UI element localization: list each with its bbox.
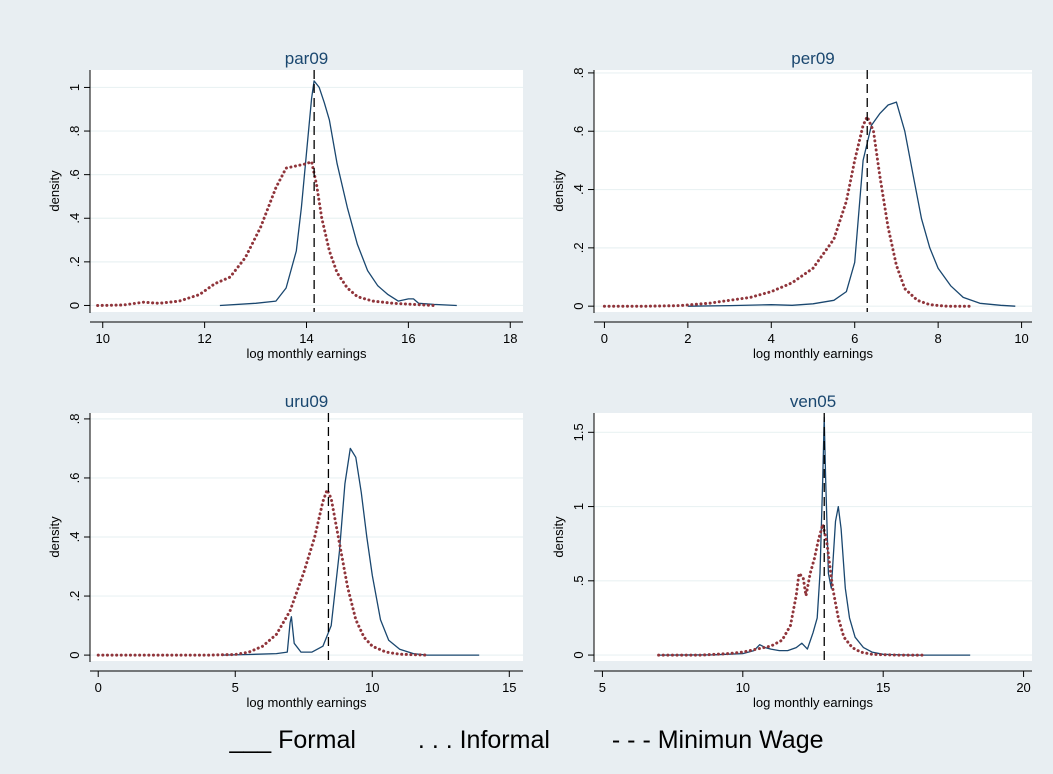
panel-title: uru09	[285, 392, 328, 411]
x-tick-label: 5	[232, 680, 239, 695]
y-tick-label: .4	[67, 213, 82, 224]
y-tick-label: .2	[571, 242, 586, 253]
legend-formal: ___ Formal	[229, 725, 356, 754]
series-line-formal	[687, 101, 1016, 307]
x-tick-label: 20	[1016, 680, 1030, 695]
panel-title: ven05	[790, 392, 836, 411]
y-axis-title: density	[551, 516, 566, 558]
x-tick-label: 16	[401, 331, 415, 346]
y-tick-label: .8	[67, 126, 82, 137]
y-tick-label: .2	[67, 591, 82, 602]
x-axis-title: log monthly earnings	[247, 695, 367, 710]
x-tick-label: 4	[768, 331, 775, 346]
y-tick-label: .6	[67, 169, 82, 180]
legend-minimum-wage: - - - Minimun Wage	[611, 725, 824, 754]
panel-title: par09	[285, 49, 328, 68]
x-tick-label: 10	[1014, 331, 1028, 346]
x-tick-label: 10	[365, 680, 379, 695]
y-tick-label: 0	[571, 303, 586, 310]
legend-informal: . . . Informal	[417, 725, 550, 754]
x-tick-label: 0	[95, 680, 102, 695]
x-tick-label: 2	[684, 331, 691, 346]
x-tick-label: 10	[96, 331, 110, 346]
x-axis-title: log monthly earnings	[753, 695, 873, 710]
y-tick-label: .2	[67, 256, 82, 267]
y-axis-title: density	[551, 170, 566, 212]
series-line-informal	[657, 522, 927, 657]
series-line-formal	[219, 80, 457, 307]
panel-title: per09	[791, 49, 834, 68]
series-line-informal	[96, 488, 429, 657]
series-line-informal	[602, 115, 973, 308]
y-tick-label: .8	[571, 67, 586, 78]
y-tick-label: 0	[67, 302, 82, 309]
x-tick-label: 12	[197, 331, 211, 346]
y-tick-label: .8	[67, 413, 82, 424]
plot-area	[90, 70, 523, 312]
x-axis-title: log monthly earnings	[247, 346, 367, 361]
y-tick-label: .6	[571, 126, 586, 137]
x-tick-label: 8	[935, 331, 942, 346]
y-tick-label: 1.5	[571, 423, 586, 441]
x-tick-label: 0	[601, 331, 608, 346]
legend: ___ Formal . . . Informal - - - Minimun …	[0, 720, 1053, 760]
y-tick-label: 0	[67, 651, 82, 658]
series-line-informal	[96, 160, 436, 307]
panel-ven05: 0 .5 1 1.5 5 10 15 20 log monthly earnings densit…	[551, 392, 1032, 710]
x-axis-title: log monthly earnings	[753, 346, 873, 361]
x-tick-label: 6	[851, 331, 858, 346]
x-tick-label: 18	[503, 331, 517, 346]
panel-uru09: 0 .2 .4 .6 .8 0 5 10 15 log monthly earnings densi…	[47, 392, 523, 710]
plot-area	[594, 413, 1032, 661]
y-tick-label: 1	[67, 84, 82, 91]
y-tick-label: 0	[571, 651, 586, 658]
y-tick-label: .5	[571, 575, 586, 586]
panel-par09: 0 .2 .4 .6 .8 1 10 12 14 16 18 log monthly earnings…	[47, 49, 523, 361]
x-tick-label: 5	[599, 680, 606, 695]
panel-per09: 0 .2 .4 .6 .8 0 2 4 6 8 10 log monthly earnings dens…	[551, 49, 1032, 361]
y-axis-title: density	[47, 516, 62, 558]
x-tick-label: 14	[299, 331, 313, 346]
y-tick-label: .4	[67, 532, 82, 543]
plot-area	[594, 70, 1032, 312]
series-line-formal	[221, 447, 480, 656]
x-tick-label: 10	[736, 680, 750, 695]
y-axis-title: density	[47, 170, 62, 212]
x-tick-label: 15	[876, 680, 890, 695]
x-tick-label: 15	[502, 680, 516, 695]
y-tick-label: .6	[67, 473, 82, 484]
y-tick-label: 1	[571, 503, 586, 510]
y-tick-label: .4	[571, 184, 586, 195]
